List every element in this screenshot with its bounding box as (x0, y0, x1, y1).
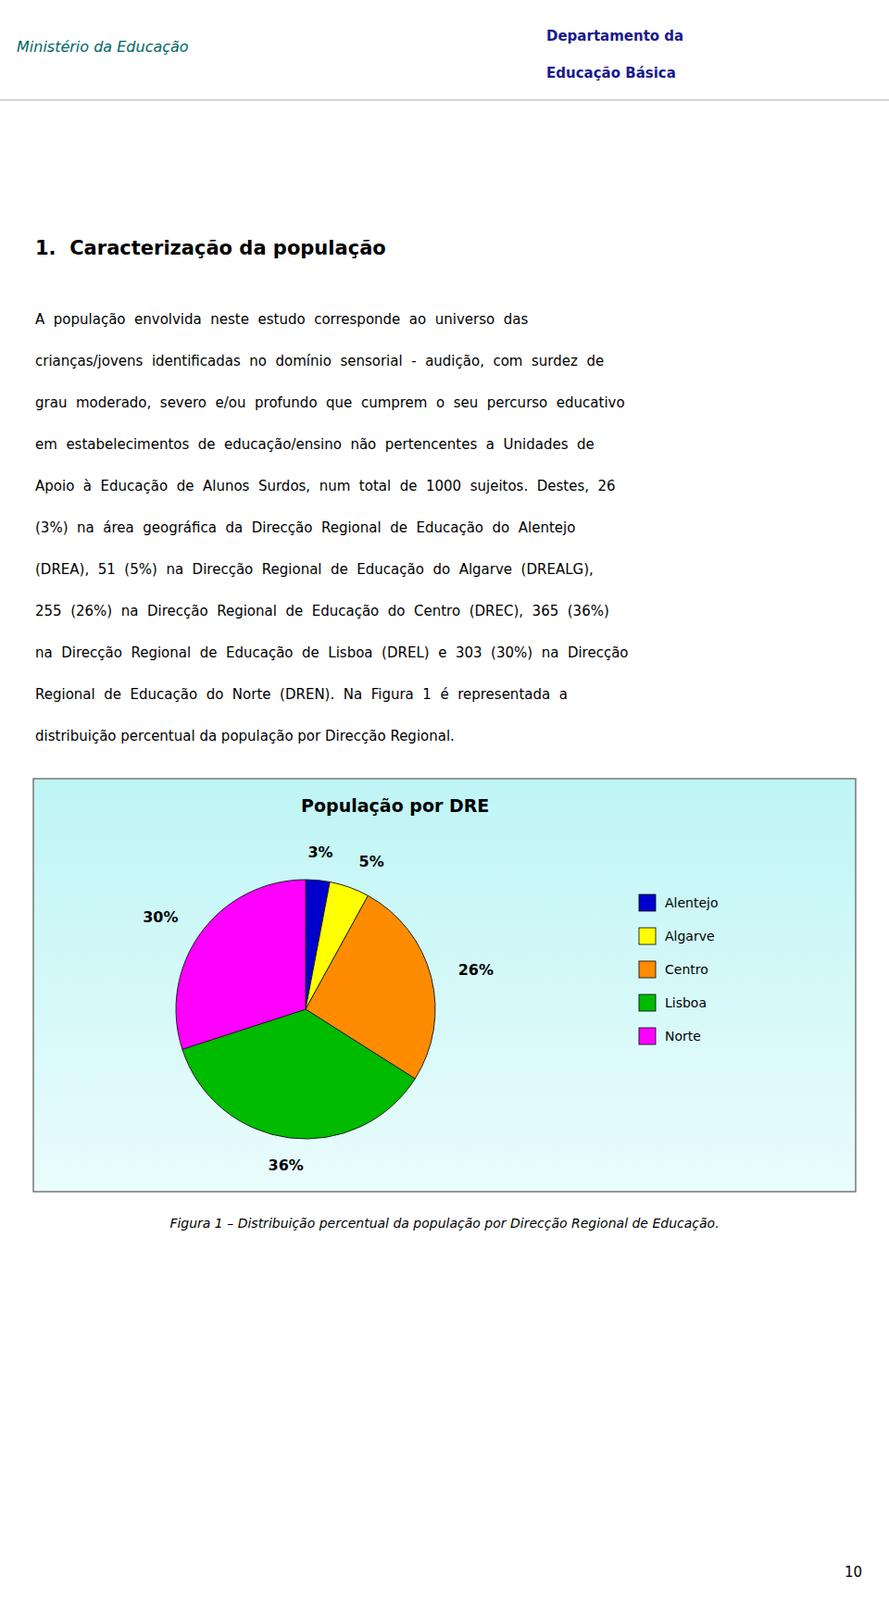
legend-swatch (638, 961, 656, 978)
header-right: Educação Básica (546, 64, 677, 82)
header-rule (0, 100, 889, 101)
paragraph-line: Regional de Educação do Norte (DREN). Na… (35, 686, 568, 703)
heading: 1. Caracterização da população (35, 237, 387, 260)
paragraph-line: 255 (26%) na Direcção Regional de Educaç… (35, 602, 610, 620)
legend: Alentejo Algarve Centro Lisboa Norte (638, 894, 719, 1045)
page: {"header_left": "Ministério da Educação"… (0, 0, 889, 1600)
paragraph-line: grau moderado, severo e/ou profundo que … (35, 394, 626, 412)
paragraph-line: em estabelecimentos de educação/ensino n… (35, 436, 595, 453)
legend-swatch (638, 1027, 656, 1045)
paragraph-line: Apoio à Educação de Alunos Surdos, num t… (35, 477, 616, 495)
data-label: 26% (458, 961, 494, 979)
pie-slice (175, 879, 306, 1050)
data-label: 36% (268, 1156, 304, 1175)
pie-labels: 3% 5% 26% 36% 30% (142, 843, 494, 1175)
paragraph-line: (DREA), 51 (5%) na Direcção Regional de … (35, 561, 594, 578)
data-label: 3% (307, 843, 333, 862)
page-canvas: Ministério da Educação Departamento da Edu… (0, 0, 889, 1600)
pie (175, 879, 436, 1140)
paragraph-line: crianças/jovens identificadas no domínio… (35, 352, 604, 370)
legend-label: Algarve (664, 928, 715, 944)
paragraph-line: A população envolvida neste estudo corre… (35, 311, 528, 328)
paragraph-line: distribuição percentual da população por… (35, 727, 455, 745)
legend-label: Centro (664, 962, 709, 977)
data-label: 5% (359, 852, 385, 871)
chart-box (33, 778, 856, 1192)
legend-swatch (638, 894, 656, 912)
header-left: Ministério da Educação (16, 37, 189, 56)
header-right: Departamento da (546, 27, 684, 45)
figure-caption: Figura 1 – Distribuição percentual da po… (169, 1215, 719, 1231)
data-label: 30% (142, 908, 178, 927)
legend-label: Lisboa (664, 995, 707, 1011)
legend-label: Norte (664, 1028, 702, 1044)
legend-label: Alentejo (664, 895, 719, 911)
chart-title: População por DRE (300, 795, 489, 816)
legend-swatch (638, 994, 656, 1012)
paragraph-line: na Direcção Regional de Educação de Lisb… (35, 644, 629, 662)
legend-swatch (638, 927, 656, 945)
paragraph-line: (3%) na área geográfica da Direcção Regi… (35, 519, 576, 537)
page-number: 10 (844, 1564, 863, 1581)
